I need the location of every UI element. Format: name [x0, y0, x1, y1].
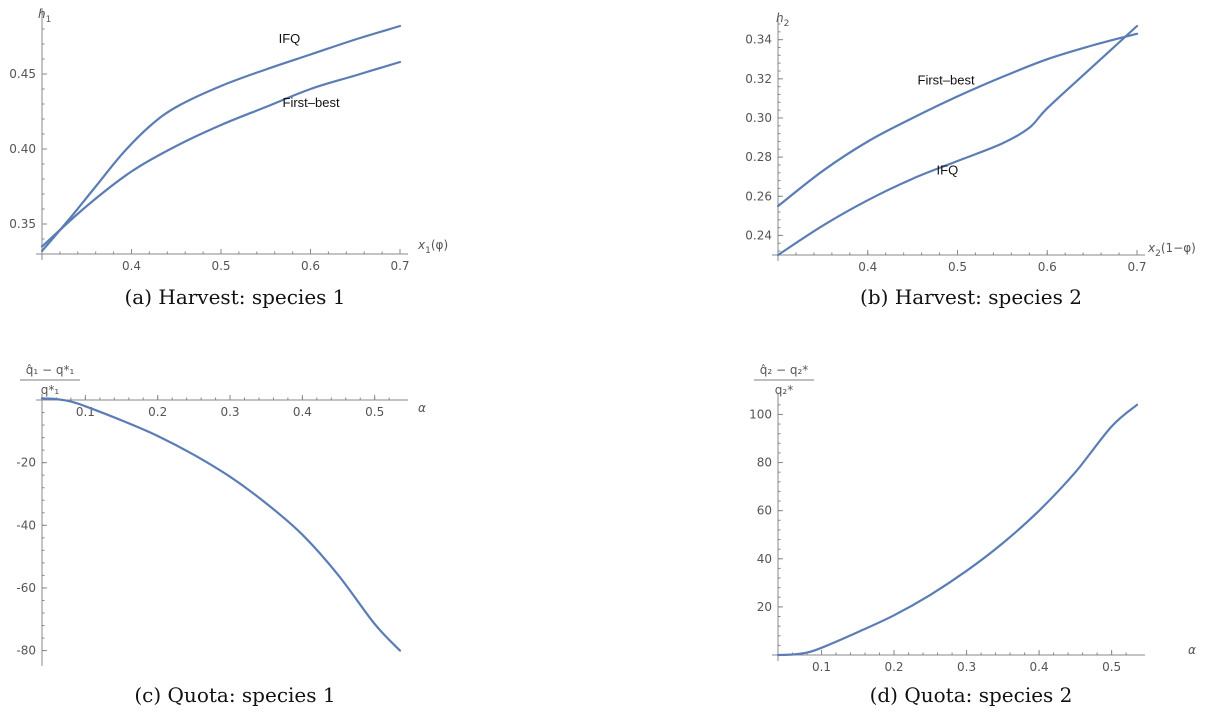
y-axis-label-sub: 1: [46, 15, 52, 25]
x-tick-label: 0.4: [1030, 660, 1049, 674]
y-axis-label: h2: [776, 11, 789, 29]
x-tick-label: 0.3: [957, 660, 976, 674]
x-axis-label-suffix: (1−φ): [1161, 241, 1196, 255]
x-tick-label: 0.2: [148, 405, 167, 419]
series-line-a-first-best: [40, 60, 402, 248]
chart-b: 0.4 0.5 0.6 0.70.240.260.280.300.320.34h2x2…: [745, 11, 1196, 309]
x-tick-label: 0.7: [390, 259, 409, 273]
y-axis-label-denominator: q₂*: [775, 383, 793, 397]
x-tick-label: 0.5: [1102, 660, 1121, 674]
chart-c: 0.1 0.2 0.3 0.4 0.5-20-40-60-80q̂₁ − q*₁q*₁α…: [16, 363, 426, 707]
series-line-c-0: [40, 397, 402, 652]
x-axis-label-sub: 1: [425, 246, 431, 256]
x-axis-label: x2(1−φ): [1147, 241, 1196, 259]
x-tick-label: 0.4: [858, 260, 877, 274]
y-tick-label: 0.24: [745, 228, 772, 242]
series-line-a-ifq: [40, 24, 402, 253]
y-axis-label-main: h: [38, 7, 46, 21]
x-tick-label: 0.2: [884, 660, 903, 674]
series-annotation: IFQ: [279, 31, 301, 46]
series-line-b-ifq: [776, 24, 1139, 257]
y-tick-label: 0.40: [9, 142, 36, 156]
x-axis-label: x1(φ): [417, 238, 448, 256]
subfigure-caption: (c) Quota: species 1: [134, 683, 335, 707]
series-line-d-0: [776, 403, 1139, 657]
x-tick-label: 0.7: [1127, 260, 1146, 274]
series-annotation: First–best: [283, 95, 340, 110]
x-tick-label: 0.6: [301, 259, 320, 273]
x-axis-label-sub: 2: [1155, 249, 1161, 259]
y-axis-label-numerator: q̂₁ − q*₁: [26, 363, 75, 377]
y-axis-label: h1: [38, 7, 51, 25]
subfigure-caption: (d) Quota: species 2: [870, 683, 1073, 707]
x-axis-label-main: x: [1147, 241, 1156, 255]
series-annotation: IFQ: [937, 163, 959, 178]
x-axis-label-main: α: [1188, 643, 1196, 657]
y-tick-label: 0.28: [745, 150, 772, 164]
x-tick-label: 0.5: [365, 405, 384, 419]
y-tick-label: -80: [16, 644, 36, 658]
x-tick-label: 0.6: [1038, 260, 1057, 274]
y-tick-label: 100: [749, 407, 772, 421]
x-axis-label-suffix: (φ): [431, 238, 448, 252]
x-axis-label: α: [1188, 643, 1196, 657]
y-tick-label: 20: [757, 600, 772, 614]
y-tick-label: 60: [757, 504, 772, 518]
series-annotation: First–best: [918, 73, 975, 88]
y-axis-label-main: h: [776, 11, 784, 25]
y-tick-label: -60: [16, 581, 36, 595]
x-tick-label: 0.4: [122, 259, 141, 273]
y-tick-label: 40: [757, 552, 772, 566]
y-tick-label: -40: [16, 518, 36, 532]
y-tick-label: 80: [757, 456, 772, 470]
y-tick-label: 0.30: [745, 111, 772, 125]
chart-d: 0.1 0.2 0.3 0.4 0.5 20 40 60 80 100 q̂₂ − q₂* q₂* α (…: [749, 363, 1196, 707]
y-tick-label: 0.32: [745, 72, 772, 86]
y-tick-label: 0.34: [745, 33, 772, 47]
chart-a: 0.4 0.5 0.6 0.70.350.400.45h1x1(φ)IFQFirst–…: [9, 7, 448, 309]
y-tick-label: 0.45: [9, 67, 36, 81]
x-tick-label: 0.1: [812, 660, 831, 674]
subfigure-caption: (a) Harvest: species 1: [124, 285, 345, 309]
y-axis-label-denominator: q*₁: [41, 383, 60, 397]
x-tick-label: 0.4: [293, 405, 312, 419]
x-axis-label-main: x: [417, 238, 426, 252]
y-tick-label: 0.26: [745, 189, 772, 203]
y-axis-label-sub: 2: [784, 19, 790, 29]
x-tick-label: 0.3: [220, 405, 239, 419]
x-tick-label: 0.5: [211, 259, 230, 273]
series-line-b-first-best: [776, 32, 1139, 208]
x-axis-label: α: [418, 401, 426, 415]
y-tick-label: 0.35: [9, 217, 36, 231]
subfigure-caption: (b) Harvest: species 2: [860, 285, 1082, 309]
x-tick-label: 0.5: [948, 260, 967, 274]
y-tick-label: -20: [16, 456, 36, 470]
y-axis-label-numerator: q̂₂ − q₂*: [760, 363, 809, 377]
x-axis-label-main: α: [418, 401, 426, 415]
